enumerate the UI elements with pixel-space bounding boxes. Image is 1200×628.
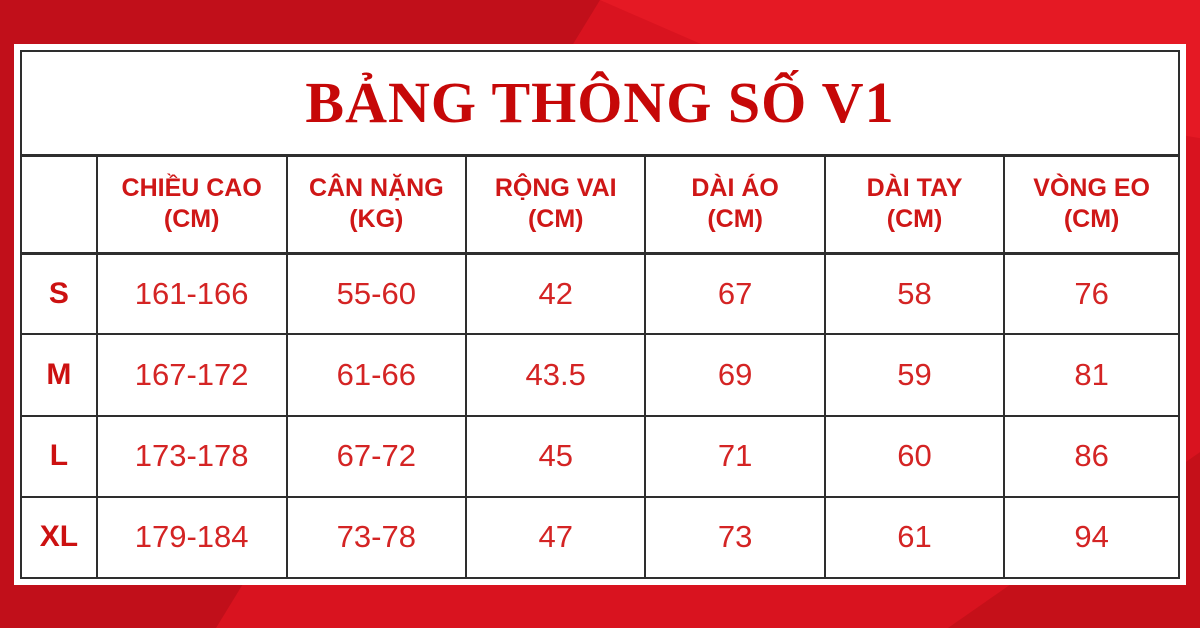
header-unit: (CM)	[707, 205, 763, 234]
header-unit: (KG)	[349, 205, 404, 234]
cell-height: 167-172	[95, 333, 288, 417]
cell-shoulder: 43.5	[465, 333, 647, 417]
size-label: XL	[20, 495, 98, 580]
cell-waist: 81	[1003, 333, 1180, 417]
header-row: CHIỀU CAO (CM) CÂN NẶNG (KG) RỘNG VAI (C…	[20, 154, 1180, 255]
cell-shirt-length: 73	[644, 495, 826, 580]
cell-sleeve: 59	[823, 333, 1006, 417]
white-panel: BẢNG THÔNG SỐ V1 CHIỀU CAO (CM) CÂN NẶNG…	[14, 44, 1186, 585]
cell-shirt-length: 67	[644, 252, 826, 336]
header-label: DÀI ÁO	[691, 174, 779, 203]
title-row: BẢNG THÔNG SỐ V1	[20, 50, 1180, 158]
cell-height: 161-166	[95, 252, 288, 336]
header-unit: (CM)	[163, 205, 220, 234]
size-label: S	[20, 252, 98, 336]
cell-weight: 67-72	[285, 414, 468, 498]
page-title: BẢNG THÔNG SỐ V1	[305, 70, 895, 136]
table-row-size-xl: XL 179-184 73-78 47 73 61 94	[20, 495, 1180, 580]
cell-height: 173-178	[95, 414, 288, 498]
header-label: VÒNG EO	[1033, 174, 1150, 203]
header-cell-shoulder: RỘNG VAI (CM)	[465, 154, 647, 255]
cell-waist: 94	[1003, 495, 1180, 580]
header-label: DÀI TAY	[866, 174, 963, 203]
cell-shirt-length: 69	[644, 333, 826, 417]
header-unit: (CM)	[527, 205, 584, 234]
table-row-size-m: M 167-172 61-66 43.5 69 59 81	[20, 333, 1180, 417]
cell-shoulder: 47	[465, 495, 647, 580]
cell-shirt-length: 71	[644, 414, 826, 498]
cell-weight: 73-78	[285, 495, 468, 580]
cell-shoulder: 45	[465, 414, 647, 498]
header-cell-waist: VÒNG EO (CM)	[1003, 154, 1180, 255]
header-unit: (CM)	[1063, 205, 1120, 234]
header-label: RỘNG VAI	[494, 174, 617, 203]
table-row-size-s: S 161-166 55-60 42 67 58 76	[20, 252, 1180, 336]
header-label: CÂN NẶNG	[308, 174, 444, 203]
header-cell-shirt-length: DÀI ÁO (CM)	[644, 154, 826, 255]
cell-weight: 61-66	[285, 333, 468, 417]
header-unit: (CM)	[886, 205, 943, 234]
cell-sleeve: 60	[823, 414, 1006, 498]
cell-sleeve: 58	[823, 252, 1006, 336]
cell-waist: 76	[1003, 252, 1180, 336]
cell-waist: 86	[1003, 414, 1180, 498]
header-cell-height: CHIỀU CAO (CM)	[95, 154, 288, 255]
size-chart-table: BẢNG THÔNG SỐ V1 CHIỀU CAO (CM) CÂN NẶNG…	[20, 50, 1180, 580]
title-cell: BẢNG THÔNG SỐ V1	[20, 50, 1180, 158]
header-cell-sleeve: DÀI TAY (CM)	[823, 154, 1006, 255]
cell-weight: 55-60	[285, 252, 468, 336]
header-label: CHIỀU CAO	[121, 174, 262, 203]
size-label: M	[20, 333, 98, 417]
cell-shoulder: 42	[465, 252, 647, 336]
cell-height: 179-184	[95, 495, 288, 580]
table-row-size-l: L 173-178 67-72 45 71 60 86	[20, 414, 1180, 498]
size-label: L	[20, 414, 98, 498]
cell-sleeve: 61	[823, 495, 1006, 580]
header-cell-size	[20, 154, 98, 255]
header-cell-weight: CÂN NẶNG (KG)	[285, 154, 468, 255]
